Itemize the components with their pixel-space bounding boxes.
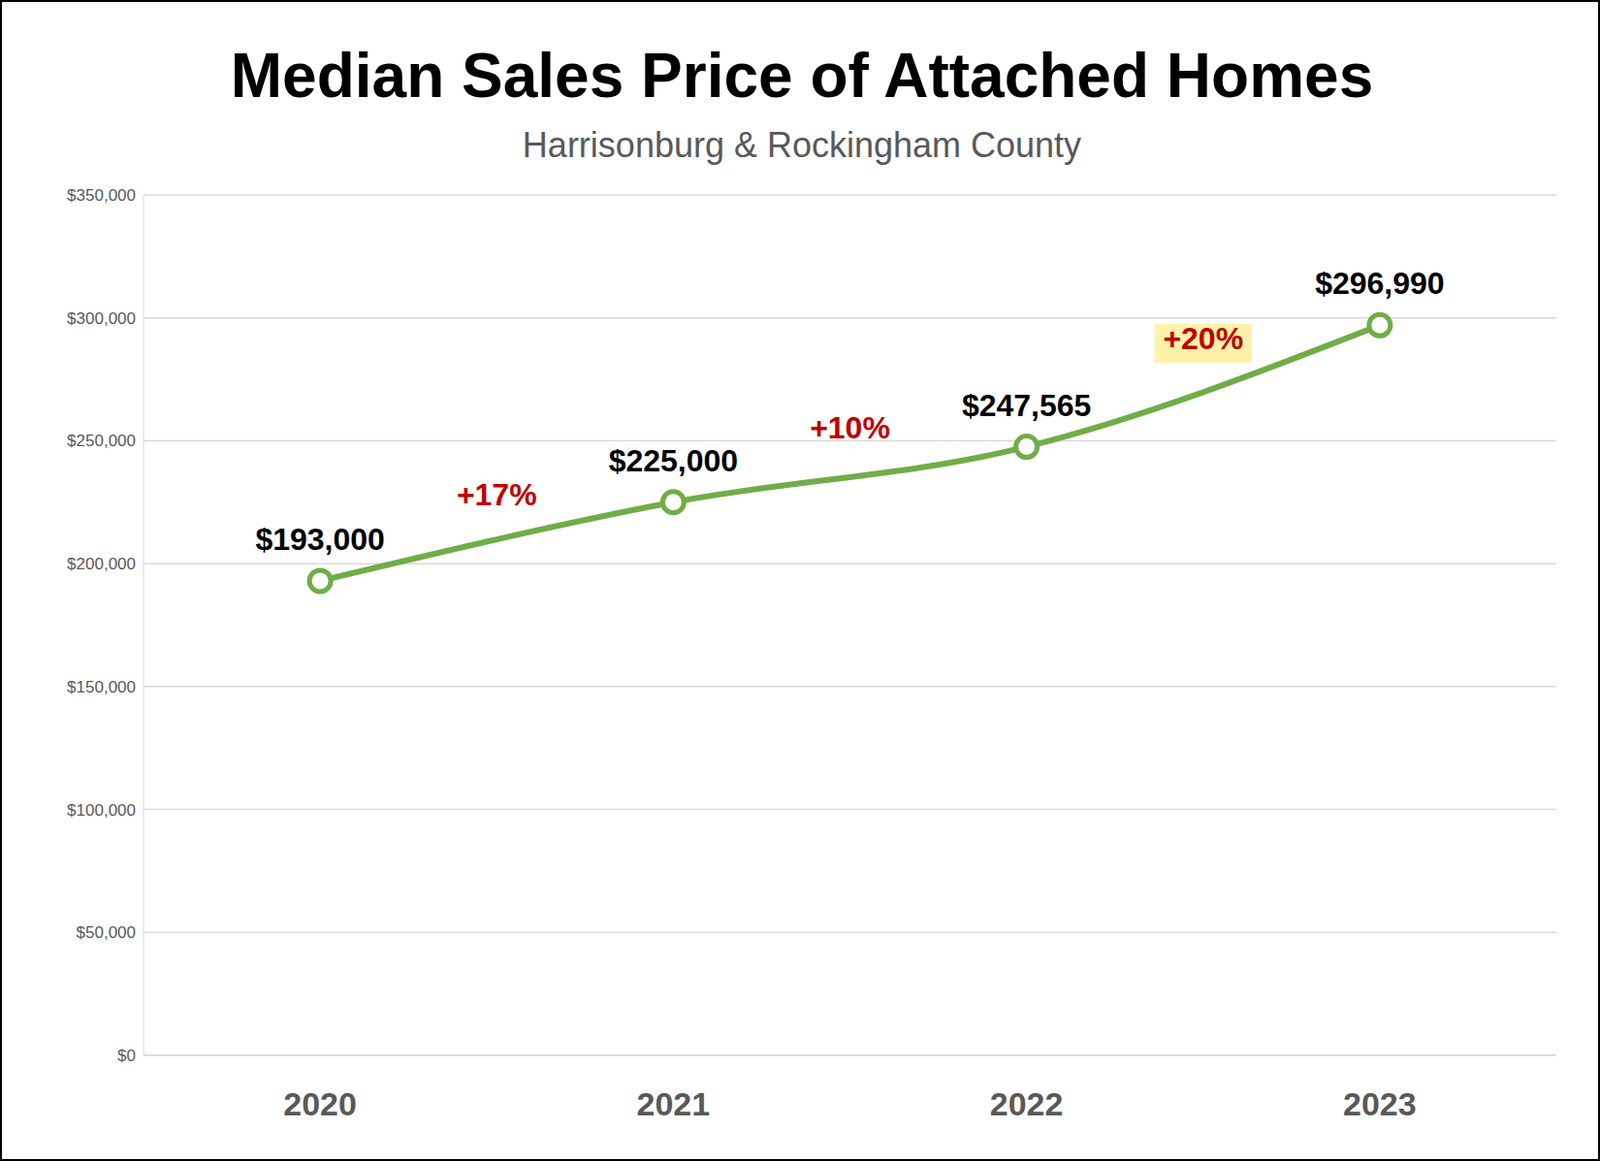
svg-text:2020: 2020 xyxy=(283,1085,357,1122)
svg-text:$296,990: $296,990 xyxy=(1314,265,1444,301)
svg-text:2022: 2022 xyxy=(990,1085,1064,1122)
svg-text:+17%: +17% xyxy=(456,477,538,512)
html-text:Harrisonburg & Rockingham Coun: Harrisonburg & Rockingham County xyxy=(522,125,1082,165)
svg-text:$150,000: $150,000 xyxy=(66,677,136,697)
svg-text:2023: 2023 xyxy=(1343,1085,1417,1122)
svg-text:$300,000: $300,000 xyxy=(66,309,136,328)
svg-text:$247,565: $247,565 xyxy=(961,387,1091,423)
svg-text:$0: $0 xyxy=(117,1046,136,1065)
svg-text:$350,000: $350,000 xyxy=(66,186,136,205)
svg-text:+20%: +20% xyxy=(1162,320,1244,356)
svg-text:+10%: +10% xyxy=(809,410,891,446)
svg-text:2021: 2021 xyxy=(637,1085,711,1122)
svg-text:$193,000: $193,000 xyxy=(255,521,384,557)
svg-text:$250,000: $250,000 xyxy=(66,431,136,450)
svg-text:$100,000: $100,000 xyxy=(66,800,136,820)
svg-text:$225,000: $225,000 xyxy=(608,443,738,479)
html-text:Median Sales Price of Attached: Median Sales Price of Attached Homes xyxy=(230,40,1374,111)
svg-text:$50,000: $50,000 xyxy=(76,923,136,942)
svg-text:$200,000: $200,000 xyxy=(66,554,136,574)
